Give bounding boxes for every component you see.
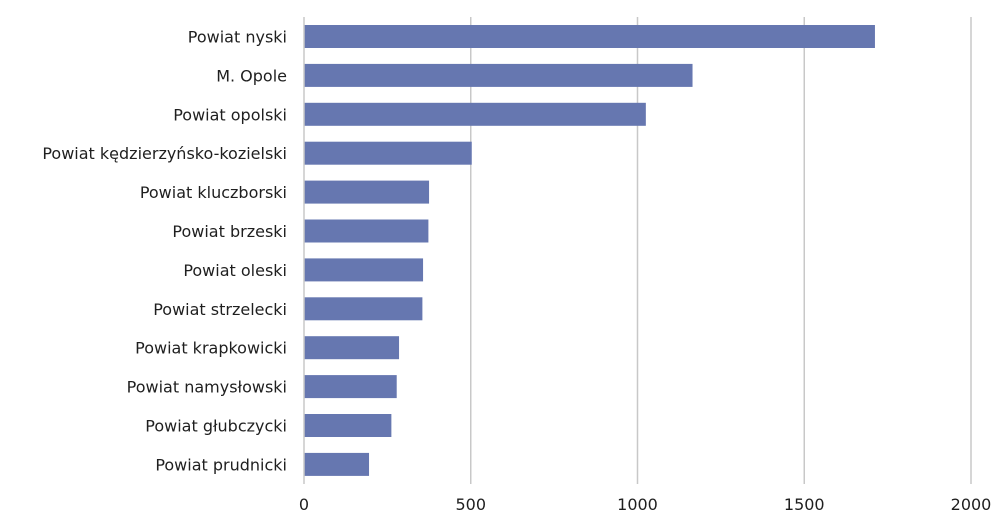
bar-2 [304,102,646,126]
x-tick-label-500: 500 [455,495,486,514]
category-label-7: Powiat strzelecki [153,300,287,319]
category-label-4: Powiat kluczborski [140,183,287,202]
bar-0 [304,25,875,48]
x-tick-label-0: 0 [299,495,309,514]
bar-4 [304,180,430,204]
bar-5 [304,219,429,243]
bar-1 [304,63,693,87]
bars [304,25,875,476]
bar-6 [304,258,424,282]
x-tick-label-2000: 2000 [951,495,992,514]
bar-10 [304,414,392,437]
category-labels: Powiat nyski M. Opole Powiat opolski Powiat… [42,28,287,475]
bar-7 [304,297,423,321]
grid-lines [470,17,972,484]
category-label-1: M. Opole [216,66,287,85]
category-label-5: Powiat brzeski [172,222,287,241]
category-label-2: Powiat opolski [173,105,287,124]
bar-9 [304,375,397,399]
x-tick-labels: 0 500 1000 1500 2000 [299,495,991,514]
category-label-8: Powiat krapkowicki [135,339,287,358]
category-label-9: Powiat namysłowski [127,378,287,397]
category-label-3: Powiat kędzierzyńsko-kozielski [42,144,287,163]
category-label-10: Powiat głubczycki [145,417,287,436]
bar-8 [304,336,400,360]
category-label-6: Powiat oleski [183,261,287,280]
bar-3 [304,141,472,165]
x-tick-label-1000: 1000 [617,495,658,514]
category-label-0: Powiat nyski [188,28,287,47]
bar-11 [304,452,370,476]
category-label-11: Powiat prudnicki [155,455,287,474]
x-tick-label-1500: 1500 [784,495,825,514]
